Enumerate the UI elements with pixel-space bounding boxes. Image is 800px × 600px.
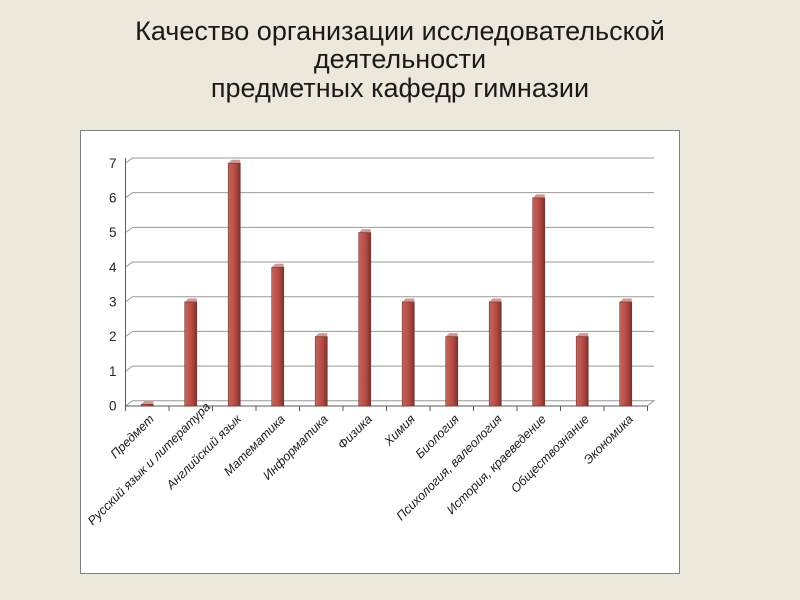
svg-text:0: 0 [109, 399, 117, 414]
svg-text:1: 1 [109, 364, 117, 379]
svg-text:4: 4 [109, 260, 117, 275]
svg-text:7: 7 [109, 156, 117, 171]
svg-text:6: 6 [109, 190, 117, 205]
svg-text:3: 3 [109, 294, 117, 309]
svg-text:2: 2 [109, 329, 117, 344]
svg-text:5: 5 [109, 225, 117, 240]
